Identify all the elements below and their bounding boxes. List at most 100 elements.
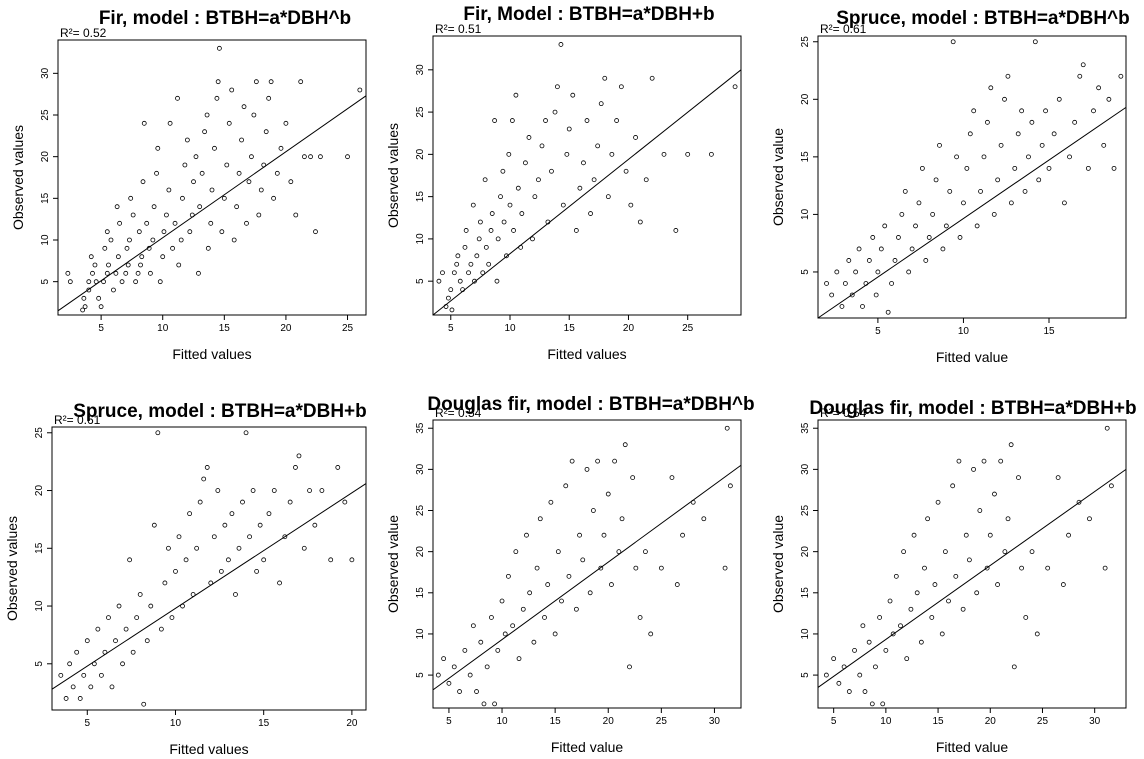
data-point [616, 549, 622, 555]
data-point [204, 465, 210, 470]
data-point [963, 532, 969, 538]
data-point [601, 532, 607, 538]
data-point [1034, 631, 1040, 637]
data-point [1022, 188, 1028, 194]
data-point [925, 516, 931, 522]
data-point [88, 684, 94, 690]
data-point [1032, 39, 1038, 45]
data-point [141, 120, 147, 126]
data-point [81, 672, 87, 678]
x-axis-label: Fitted values [172, 346, 251, 362]
chart-title: Spruce, model : BTBH=a*DBH+b [73, 401, 367, 422]
data-point [440, 270, 445, 276]
data-point [254, 568, 260, 574]
chart-title: Douglas fir, model : BTBH=a*DBH+b [809, 398, 1136, 419]
data-point [519, 211, 525, 216]
data-point [263, 129, 269, 135]
y-tick-label: 15 [800, 587, 811, 599]
data-point [1012, 165, 1018, 171]
data-point [960, 606, 966, 612]
data-point [530, 236, 535, 242]
data-point [974, 223, 980, 229]
data-point [563, 483, 569, 489]
data-point [240, 499, 245, 505]
data-point [58, 672, 64, 678]
data-point [241, 104, 247, 110]
y-tick-label: 15 [40, 192, 51, 204]
data-point [1029, 119, 1035, 125]
data-point [643, 549, 648, 555]
data-point [301, 154, 307, 160]
x-tick-label: 15 [564, 323, 576, 334]
data-point [96, 295, 102, 301]
data-point [489, 211, 495, 216]
data-point [492, 701, 498, 707]
data-point [492, 118, 498, 123]
data-point [246, 179, 252, 185]
data-point [480, 270, 486, 276]
fit-line [817, 468, 1127, 688]
data-point [732, 84, 738, 90]
data-point [182, 162, 188, 168]
data-point [148, 603, 154, 609]
data-point [922, 565, 927, 571]
data-point [1062, 200, 1067, 206]
data-point [140, 179, 146, 185]
data-point [831, 656, 837, 662]
data-point [151, 204, 157, 210]
data-point [853, 269, 859, 275]
plot-frame [817, 35, 1127, 319]
data-point [559, 598, 564, 604]
x-tick-label: 5 [875, 326, 881, 337]
data-point [974, 590, 980, 596]
data-point [598, 101, 604, 107]
data-point [278, 145, 284, 151]
data-point [247, 534, 252, 540]
y-tick-label: 25 [800, 505, 811, 517]
data-point [1046, 165, 1052, 171]
data-point [183, 557, 189, 563]
data-point [953, 573, 959, 579]
data-point [1055, 475, 1061, 481]
data-point [836, 680, 842, 686]
data-point [1008, 442, 1014, 448]
y-tick-label: 25 [34, 427, 45, 439]
data-point [977, 508, 983, 513]
data-point [147, 270, 153, 276]
data-point [998, 142, 1004, 148]
data-point [116, 603, 122, 609]
data-point [139, 254, 145, 260]
data-point [74, 649, 80, 655]
data-point [532, 194, 538, 200]
data-point [887, 598, 893, 604]
data-point [637, 219, 643, 225]
data-point [896, 235, 901, 240]
data-point [224, 162, 230, 168]
data-point [523, 160, 528, 166]
x-tick-label: 30 [1089, 716, 1101, 727]
data-point [114, 204, 120, 210]
scatter-panel-3: Spruce, model : BTBH=a*DBH^bR²= 0.61 5 10 1… [770, 8, 1130, 365]
data-point [587, 590, 593, 596]
data-point [930, 212, 936, 217]
data-point [918, 639, 924, 645]
y-tick-label: 30 [800, 463, 811, 475]
data-point [194, 545, 200, 551]
data-point [1005, 73, 1011, 79]
data-point [161, 229, 167, 235]
data-point [486, 261, 492, 267]
data-point [649, 75, 655, 81]
y-tick-label: 10 [800, 628, 811, 640]
data-point [1056, 96, 1062, 102]
data-point [155, 430, 161, 436]
x-tick-label: 5 [84, 718, 90, 729]
data-point [1091, 108, 1096, 114]
data-point [839, 304, 845, 309]
data-point [570, 92, 576, 98]
data-point [842, 281, 848, 286]
data-point [266, 95, 272, 101]
data-point [919, 165, 925, 171]
data-point [271, 488, 277, 493]
data-point [981, 154, 987, 160]
y-tick-label: 5 [800, 269, 811, 275]
